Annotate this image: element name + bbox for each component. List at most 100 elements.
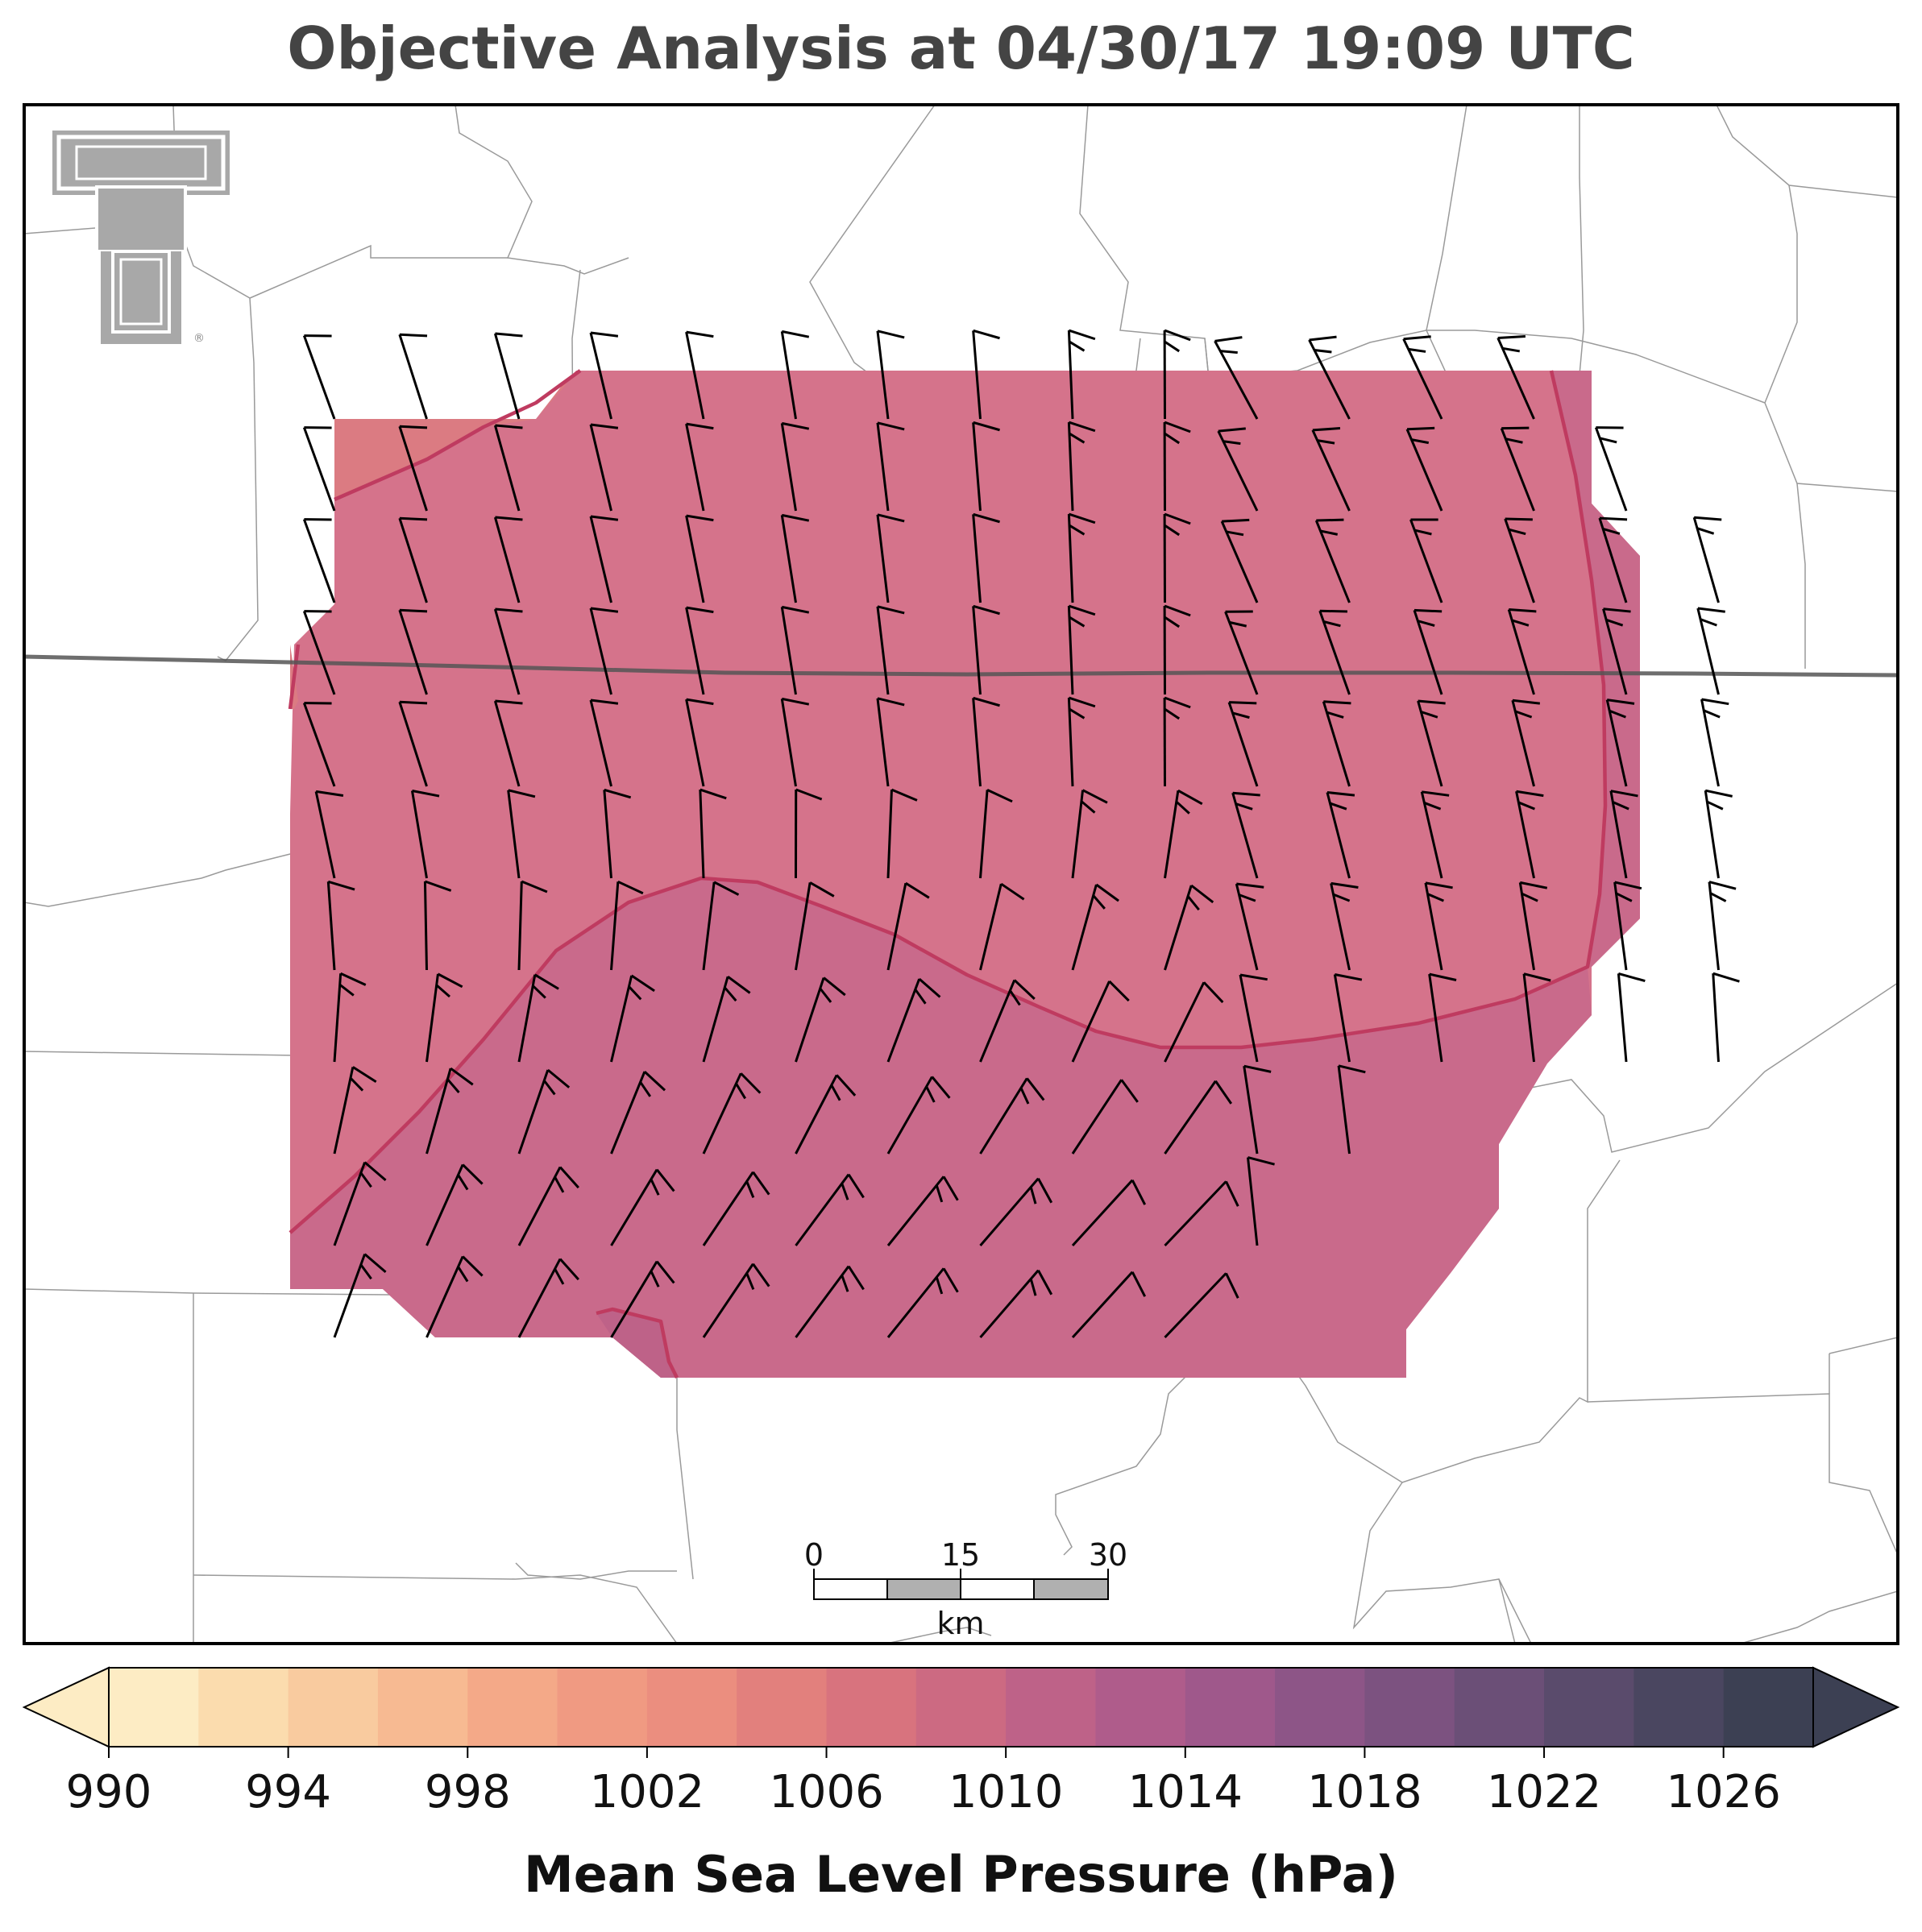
- wind-barb-icon: [610, 1070, 666, 1155]
- colorbar-bin: [1723, 1668, 1814, 1747]
- wind-barb-icon: [333, 972, 367, 1063]
- wind-barb-icon: [603, 788, 632, 879]
- wind-barb-icon: [1511, 699, 1541, 787]
- wind-barb-icon: [685, 422, 714, 512]
- wind-barb-icon: [1308, 335, 1351, 420]
- wind-barb-icon: [702, 881, 740, 971]
- wind-barb-icon: [1067, 421, 1096, 512]
- wind-barb-icon: [517, 1068, 571, 1155]
- wind-barb-icon: [886, 1175, 959, 1246]
- colorbar-bin: [1006, 1668, 1097, 1747]
- wind-barb-icon: [589, 699, 619, 787]
- wind-barb-icon: [1239, 973, 1268, 1063]
- wind-barb-icon: [333, 1253, 387, 1338]
- wind-barb-icon: [1071, 789, 1108, 879]
- wind-barb-icon: [1247, 1156, 1275, 1246]
- wind-barb-icon: [876, 697, 905, 787]
- wind-barb-icon: [972, 696, 1000, 787]
- wind-barb-icon: [1515, 790, 1544, 879]
- wind-barb-icon: [1700, 698, 1729, 787]
- wind-barb-icon: [517, 1258, 579, 1338]
- wind-barb-icon: [1163, 329, 1191, 420]
- wind-barb-icon: [1067, 512, 1096, 603]
- wind-barb-icon: [685, 330, 714, 420]
- wind-barb-icon: [425, 1067, 474, 1155]
- wind-barb-icon: [326, 880, 355, 971]
- wind-barb-icon: [702, 1072, 762, 1155]
- wind-barb-icon: [425, 1163, 484, 1246]
- map-frame: [23, 103, 1899, 1645]
- colorbar-bin: [646, 1668, 737, 1747]
- double-t-logo-icon: ®: [52, 131, 230, 345]
- wind-barb-icon: [1609, 790, 1638, 879]
- wind-barb-icon: [1337, 1064, 1366, 1155]
- wind-barb-icon: [972, 604, 1000, 695]
- colorbar-tick-label: 1006: [769, 1766, 884, 1818]
- wind-barb-icon: [493, 516, 523, 603]
- state-border: [24, 654, 1898, 678]
- wind-barb-icon: [699, 788, 727, 879]
- colorbar-bin: [1275, 1668, 1366, 1747]
- wind-barb-icon: [795, 881, 835, 971]
- wind-barb-icon: [493, 699, 523, 787]
- wind-barb-icon: [493, 332, 523, 420]
- wind-barb-icon: [1227, 701, 1259, 787]
- wind-barb-icon: [1605, 699, 1635, 787]
- wind-barb-icon: [517, 880, 548, 971]
- wind-barb-icon: [979, 788, 1013, 879]
- wind-barb-icon: [1071, 1179, 1147, 1247]
- wind-barb-icon: [1163, 421, 1191, 512]
- wind-barb-icon: [1602, 607, 1631, 695]
- wind-barb-icon: [610, 1168, 675, 1246]
- wind-barb-icon: [398, 425, 428, 512]
- wind-barb-icon: [702, 1262, 770, 1338]
- wind-barb-icon: [589, 423, 619, 512]
- colorbar-tick-label: 990: [66, 1766, 152, 1818]
- scale-tick-0: 0: [804, 1537, 824, 1573]
- wind-barb-icon: [610, 880, 644, 971]
- wind-barb-icon: [1318, 609, 1351, 695]
- colorbar-tick-label: 998: [425, 1766, 511, 1818]
- logo-mark: ®: [193, 332, 205, 345]
- colorbar-bin: [915, 1668, 1007, 1747]
- wind-barb-icon: [972, 512, 1000, 603]
- wind-barb-icon: [589, 515, 619, 603]
- wind-barb-icon: [507, 789, 536, 879]
- wind-barb-icon: [1164, 1272, 1239, 1339]
- wind-barb-icon: [1163, 512, 1191, 603]
- wind-barb-icon: [314, 790, 344, 879]
- scale-unit: km: [936, 1606, 984, 1641]
- wind-barb-icon: [1405, 426, 1443, 512]
- scale-bar: 0 15 30 km: [804, 1537, 1127, 1641]
- wind-barb-icon: [1231, 791, 1260, 879]
- colorbar-bin: [1544, 1668, 1634, 1747]
- wind-barb-icon: [493, 607, 523, 695]
- colorbar-tick-label: 1018: [1307, 1766, 1422, 1818]
- colorbar-bin: [737, 1668, 828, 1747]
- wind-barb-icon: [410, 790, 440, 879]
- wind-barb-icon: [517, 1166, 579, 1246]
- wind-barb-icon: [517, 973, 559, 1063]
- wind-barb-icon: [1330, 881, 1359, 971]
- wind-barb-icon: [1522, 972, 1551, 1063]
- wind-barb-icon: [1504, 517, 1535, 603]
- wind-barb-icon: [1163, 696, 1191, 787]
- wind-barb-icon: [1696, 607, 1725, 695]
- wind-barb-icon: [1164, 1080, 1233, 1155]
- wind-barb-icon: [398, 333, 428, 420]
- wind-barb-icon: [302, 518, 336, 603]
- isobar-lines: [288, 369, 1608, 1379]
- wind-barb-icon: [1333, 973, 1363, 1063]
- wind-barb-icon: [876, 605, 905, 695]
- wind-barb-icon: [398, 608, 428, 695]
- wind-barb-icon: [972, 421, 1000, 512]
- colorbar-tick-label: 994: [245, 1766, 331, 1818]
- wind-barb-icon: [610, 1260, 675, 1338]
- wind-barb-icon: [702, 976, 751, 1063]
- wind-barb-icon: [979, 979, 1036, 1063]
- wind-barb-icon: [685, 606, 714, 695]
- wind-barb-icon: [780, 330, 810, 420]
- wind-barb-icon: [780, 421, 810, 512]
- wind-barb-icon: [1164, 789, 1203, 879]
- wind-barb-icon: [1712, 972, 1740, 1063]
